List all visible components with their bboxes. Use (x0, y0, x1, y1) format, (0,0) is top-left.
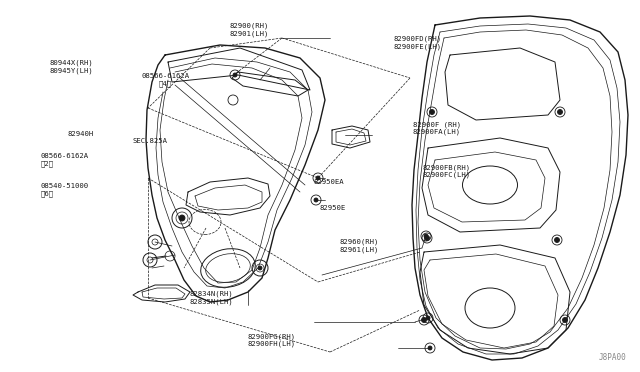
Circle shape (424, 235, 429, 241)
Text: 82900FG(RH)
82900FH(LH): 82900FG(RH) 82900FH(LH) (248, 333, 296, 347)
Text: 82900FD(RH)
82900FE(LH): 82900FD(RH) 82900FE(LH) (394, 36, 442, 50)
Text: 82834N(RH)
82835N(LH): 82834N(RH) 82835N(LH) (189, 291, 233, 305)
Text: 82940H: 82940H (67, 131, 93, 137)
Circle shape (422, 317, 426, 323)
Text: J8PA00: J8PA00 (598, 353, 626, 362)
Circle shape (429, 109, 435, 115)
Circle shape (554, 237, 559, 243)
Circle shape (426, 316, 430, 320)
Circle shape (563, 317, 568, 323)
Circle shape (424, 234, 428, 238)
Text: 82900F (RH)
82900FA(LH): 82900F (RH) 82900FA(LH) (413, 121, 461, 135)
Text: 82950EA: 82950EA (314, 179, 344, 185)
Text: 82900(RH)
82901(LH): 82900(RH) 82901(LH) (230, 23, 269, 37)
Text: 08566-6162A
（4）: 08566-6162A （4） (141, 73, 189, 87)
Circle shape (428, 346, 432, 350)
Text: 80944X(RH)
80945Y(LH): 80944X(RH) 80945Y(LH) (50, 60, 93, 74)
Circle shape (258, 266, 262, 270)
Circle shape (316, 176, 320, 180)
Text: 82900FB(RH)
82900FC(LH): 82900FB(RH) 82900FC(LH) (422, 164, 470, 178)
Circle shape (233, 73, 237, 77)
Text: 82960(RH)
82961(LH): 82960(RH) 82961(LH) (339, 238, 379, 253)
Circle shape (557, 109, 563, 115)
Text: 82950E: 82950E (320, 205, 346, 211)
Text: SEC.825A: SEC.825A (132, 138, 168, 144)
Text: 08566-6162A
（2）: 08566-6162A （2） (40, 153, 88, 167)
Circle shape (179, 215, 185, 221)
Circle shape (314, 198, 318, 202)
Text: 08540-51000
（6）: 08540-51000 （6） (40, 183, 88, 196)
